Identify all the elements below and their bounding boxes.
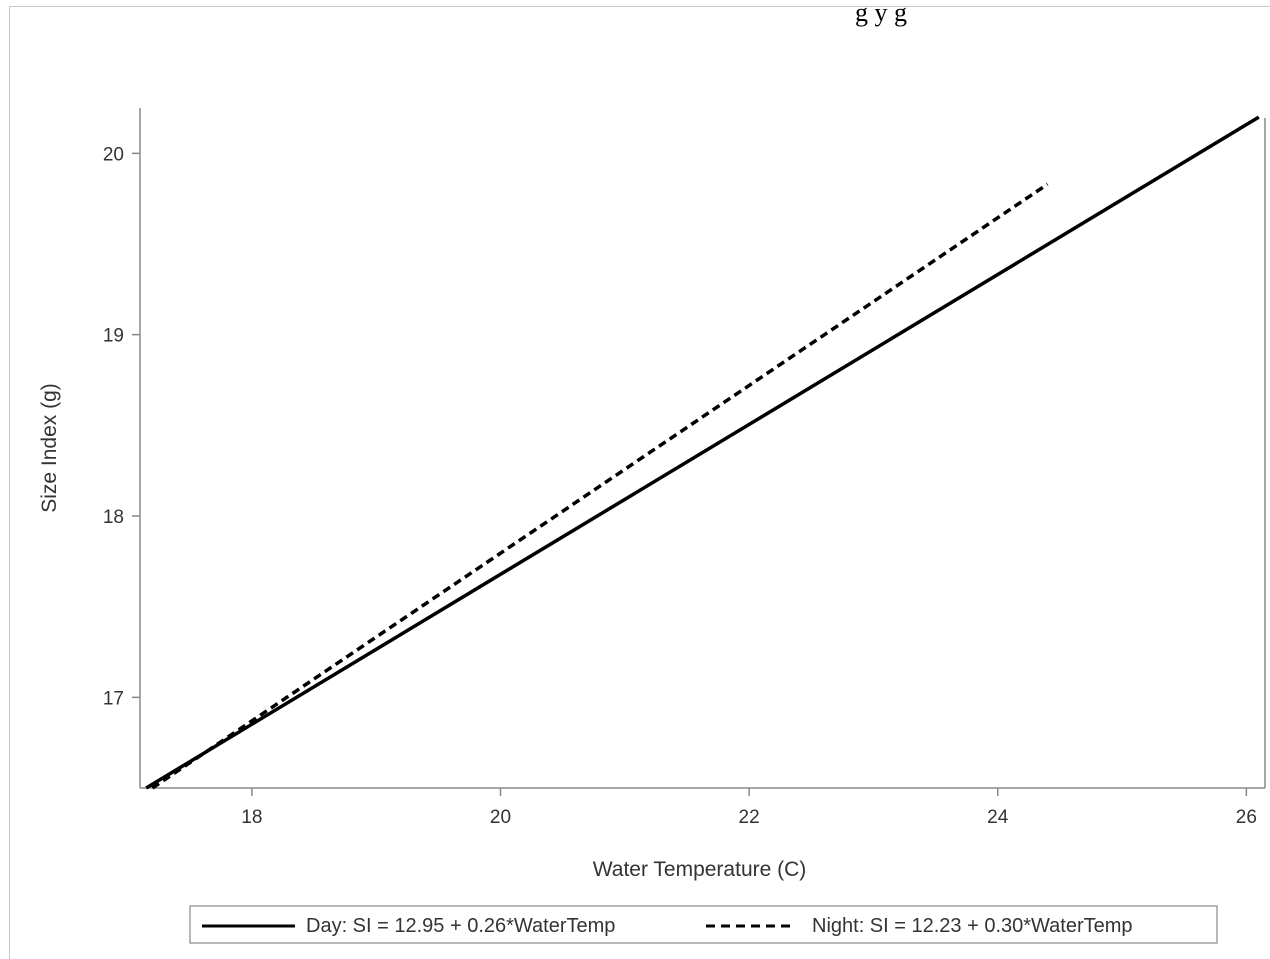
chart-frame: g y g — [9, 0, 1270, 959]
y-tick-label: 18 — [103, 507, 124, 528]
series-line-night — [151, 182, 1049, 790]
y-tick-label: 19 — [103, 326, 124, 347]
legend: Day: SI = 12.95 + 0.26*WaterTemp Night: … — [189, 905, 1218, 944]
x-tick-label: 26 — [1236, 807, 1257, 828]
y-axis-label: Size Index (g) — [38, 383, 61, 513]
x-ticks: 18 20 22 24 26 — [241, 788, 1257, 828]
legend-box — [189, 905, 1218, 944]
x-tick-label: 22 — [739, 807, 760, 828]
x-tick-label: 18 — [241, 807, 262, 828]
top-text-fragment: g y g — [855, 0, 907, 27]
legend-label-night: Night: SI = 12.23 + 0.30*WaterTemp — [812, 915, 1133, 937]
x-axis-label: Water Temperature (C) — [593, 858, 807, 881]
series-line-day — [145, 115, 1260, 790]
legend-label-day: Day: SI = 12.95 + 0.26*WaterTemp — [306, 915, 615, 937]
series-layer — [145, 115, 1260, 790]
y-tick-label: 20 — [103, 144, 124, 165]
x-tick-label: 20 — [490, 807, 511, 828]
axes — [139, 108, 1266, 789]
x-tick-label: 24 — [987, 807, 1009, 828]
y-tick-label: 17 — [103, 688, 124, 709]
y-ticks: 17 18 19 20 — [103, 144, 140, 709]
